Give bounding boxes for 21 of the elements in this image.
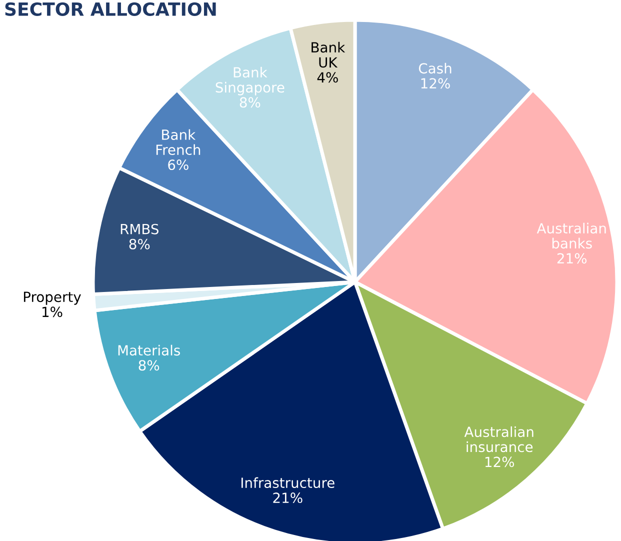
chart-title: SECTOR ALLOCATION [5, 2, 216, 16]
data-label: 12% [421, 78, 450, 89]
slice-label: Bank UK [312, 42, 346, 68]
data-label: 6% [168, 160, 188, 170]
slice-label: Australian insurance [464, 426, 534, 452]
slice-label: Materials [118, 344, 180, 356]
slice-label: Australian banks [536, 222, 606, 249]
data-label: 12% [485, 456, 514, 468]
slice-label: Bank Singapore [216, 66, 284, 96]
data-label: 1% [42, 306, 62, 318]
slice-label: Bank French [156, 129, 200, 156]
data-label: 4% [317, 72, 338, 83]
data-label: 8% [240, 97, 260, 108]
data-label: 8% [129, 238, 150, 250]
slice-label: Property [24, 292, 81, 305]
data-label: 8% [138, 360, 160, 371]
slice-label: Cash [418, 62, 452, 74]
slice-label: Infrastructure [241, 477, 334, 488]
data-label: 21% [557, 253, 587, 264]
data-label: 21% [273, 492, 302, 504]
slice-label: RMBS [120, 224, 158, 234]
